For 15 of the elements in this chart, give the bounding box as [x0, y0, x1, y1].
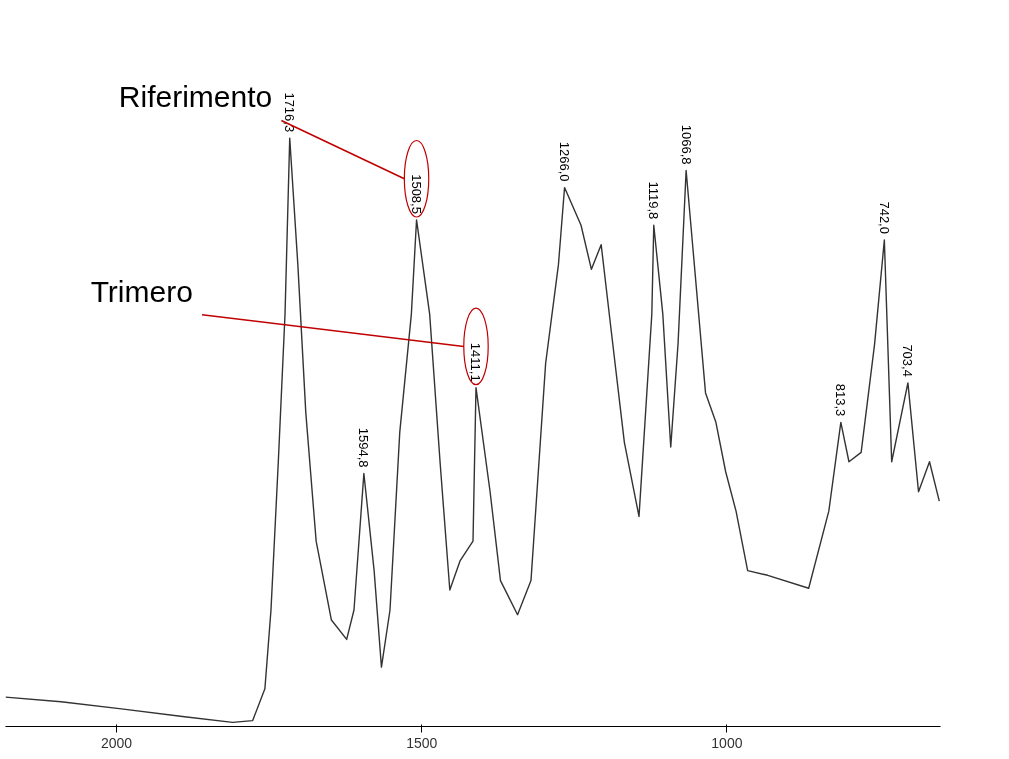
- text: Riferimento: [118, 80, 273, 114]
- annotation: 1594,8: [356, 427, 372, 468]
- annotation: 1411,1: [468, 342, 484, 382]
- annotation: 1066,8: [678, 124, 694, 165]
- annotation: 703,4: [900, 344, 916, 377]
- annotation: 813,3: [833, 383, 849, 417]
- x-tick-label: 1500: [406, 734, 438, 751]
- x-tick-label: 1000: [711, 734, 743, 751]
- annotation: Trimero: [90, 274, 193, 308]
- annotation: 1716,3: [282, 92, 298, 133]
- annotation: 1266,0: [557, 141, 573, 182]
- annotation: 1508,5: [409, 174, 425, 214]
- annotation: 1119,8: [646, 181, 662, 220]
- annotation: 742,0: [876, 201, 892, 234]
- x-tick-label: 2000: [101, 734, 133, 751]
